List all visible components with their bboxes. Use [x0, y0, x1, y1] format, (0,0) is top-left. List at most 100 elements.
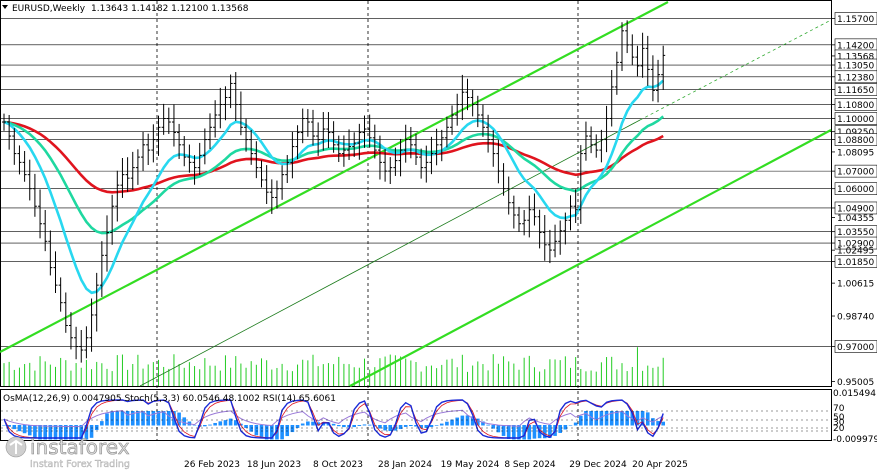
osma-bar	[439, 423, 444, 426]
osma-bar	[342, 425, 346, 428]
osma-bar	[182, 417, 187, 426]
osma-bar	[130, 411, 135, 426]
osma-bar	[218, 421, 223, 426]
osma-bar	[331, 423, 336, 426]
osma-bar	[491, 425, 496, 429]
osma-bar	[136, 411, 140, 426]
price-label: 1.00615	[837, 280, 874, 290]
osma-bar	[300, 423, 305, 426]
osma-bar	[316, 422, 320, 426]
osma-bar	[259, 425, 264, 439]
osma-bar	[27, 425, 32, 436]
price-label: 1.07000	[837, 168, 874, 178]
volume-histogram	[3, 347, 664, 386]
osma-bar	[228, 418, 233, 426]
time-label: 8 Oct 2023	[313, 460, 363, 470]
osma-bar	[589, 411, 593, 426]
osma-bar	[579, 415, 583, 426]
osma-bar	[419, 425, 423, 428]
osma-bar	[393, 425, 398, 431]
dropdown-arrow-icon[interactable]	[2, 5, 8, 9]
price-label: 0.97000	[837, 343, 874, 353]
osma-bar	[105, 413, 109, 426]
osma-bar	[22, 425, 27, 434]
osma-bar	[89, 425, 94, 438]
channel-upper-line	[0, 1, 669, 353]
osma-bar	[460, 415, 465, 426]
indicator-panel-frame	[0, 389, 832, 441]
price-label: 1.08095	[837, 148, 874, 158]
channel-lower-line	[349, 129, 832, 387]
osma-bar	[424, 425, 429, 428]
osma-bar	[151, 411, 156, 426]
price-label-box	[834, 12, 877, 25]
price-bars	[2, 20, 666, 363]
osma-bar	[501, 425, 506, 436]
indicator-axis-label: 50	[833, 413, 845, 423]
osma-bar	[373, 425, 377, 427]
osma-bar	[414, 425, 418, 427]
osma-bar	[388, 425, 393, 432]
osma-bar	[599, 411, 604, 426]
osma-bar	[213, 422, 217, 426]
osma-bar	[100, 421, 104, 426]
osma-bar	[64, 425, 68, 440]
osma-bar	[532, 425, 537, 439]
osma-bar	[465, 415, 470, 426]
osma-bar	[486, 424, 490, 426]
vertical-grid	[156, 1, 579, 440]
price-label-box	[834, 182, 877, 195]
osma-bar	[244, 425, 248, 428]
indicator-axis-label: 30	[833, 418, 845, 428]
price-label-box	[834, 133, 877, 146]
osma-bar	[7, 425, 11, 427]
osma-bar	[455, 417, 459, 426]
osma-bar	[177, 412, 181, 426]
osma-bar	[645, 412, 650, 426]
price-label-box	[834, 164, 877, 178]
osma-bar	[141, 411, 145, 426]
osma-bar	[429, 425, 434, 428]
price-label: 1.14200	[837, 41, 874, 51]
time-axis: 26 Feb 2023 18 Jun 2023 8 Oct 2023 28 Jan 2…	[184, 460, 688, 470]
price-label-box	[834, 255, 877, 268]
osma-bar	[120, 411, 125, 426]
price-label: 1.11650	[837, 86, 874, 96]
osma-bar	[630, 411, 635, 426]
time-label: 8 Sep 2024	[504, 460, 556, 470]
osma-bar	[161, 411, 166, 426]
price-label: 1.03550	[837, 228, 874, 238]
osma-bar	[270, 425, 274, 440]
stoch-main-line	[3, 399, 664, 439]
current-price-label: 1.13568	[837, 52, 874, 62]
osma-bar	[79, 425, 84, 440]
osma-bar	[398, 425, 403, 430]
osma-bar	[527, 425, 532, 440]
osma-bar	[661, 421, 665, 426]
price-label: 1.15700	[837, 15, 874, 25]
osma-bar	[2, 425, 6, 426]
osma-bar	[403, 425, 408, 427]
osma-bar	[635, 411, 640, 426]
osma-bar	[58, 425, 63, 440]
time-label: 29 Dec 2024	[569, 460, 627, 470]
price-label: 1.12380	[837, 73, 874, 83]
watermark-tagline: Instant Forex Trading	[30, 459, 130, 470]
price-label: 1.01850	[837, 258, 874, 268]
price-label-box	[834, 98, 877, 111]
osma-bar	[233, 420, 238, 426]
price-label-box	[834, 112, 877, 125]
osma-bar	[625, 411, 629, 426]
osma-bar	[594, 411, 599, 426]
osma-bar	[573, 422, 578, 426]
osma-bar	[43, 425, 47, 440]
indicator-axis-label: -0.009979	[833, 435, 877, 445]
instaforex-watermark: instaforex Instant Forex Trading	[5, 435, 130, 470]
indicator-axis-label: 0.015494	[833, 389, 876, 399]
osma-bar	[280, 425, 284, 440]
osma-bar	[548, 425, 552, 438]
osma-bar	[470, 416, 475, 426]
price-label: 0.95005	[837, 378, 874, 388]
osma-bar	[203, 425, 207, 427]
